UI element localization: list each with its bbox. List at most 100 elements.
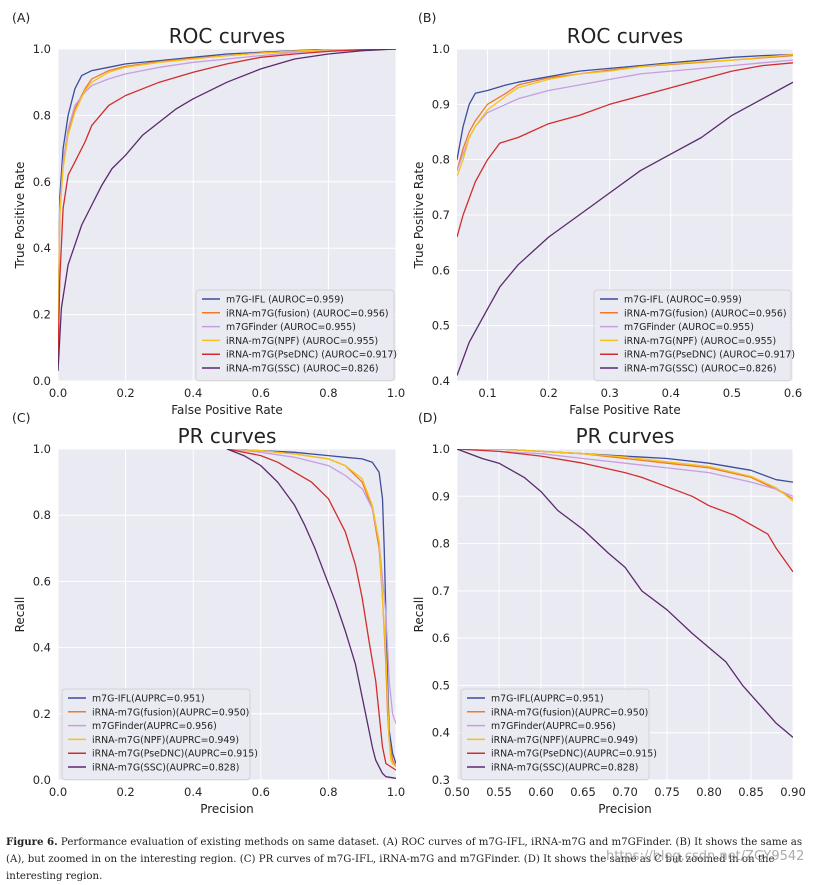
y-tick-label: 0.4 — [33, 641, 51, 655]
x-tick-label: 0.5 — [723, 386, 741, 400]
caption-text: Performance evaluation of existing metho… — [6, 837, 803, 882]
y-tick-label: 0.9 — [432, 489, 450, 503]
legend-entry: iRNA-m7G(SSC)(AUPRC=0.828) — [92, 763, 239, 774]
legend-entry: iRNA-m7G(NPF) (AUROC=0.955) — [624, 336, 776, 347]
panel-label: (A) — [12, 10, 30, 25]
legend-entry: iRNA-m7G(SSC)(AUPRC=0.828) — [491, 763, 638, 774]
x-tick-label: 0.4 — [662, 386, 680, 400]
legend-entry: iRNA-m7G(PseDNC)(AUPRC=0.915) — [491, 749, 657, 760]
y-tick-label: 0.9 — [432, 97, 450, 111]
legend-box — [61, 688, 251, 781]
x-axis-label: Precision — [200, 802, 254, 816]
y-tick-label: 0.8 — [33, 108, 51, 122]
y-tick-label: 0.5 — [432, 678, 450, 692]
x-tick-label: 0.85 — [738, 785, 764, 799]
legend-entry: m7G-IFL (AUROC=0.959) — [624, 295, 742, 306]
legend-entry: m7G-IFL(AUPRC=0.951) — [92, 694, 205, 705]
legend-entry: iRNA-m7G(NPF)(AUPRC=0.949) — [491, 735, 638, 746]
legend-entry: iRNA-m7G(fusion)(AUPRC=0.950) — [491, 707, 648, 718]
x-tick-label: 0.8 — [319, 785, 337, 799]
series-line-SSC — [226, 449, 396, 779]
legend-entry: m7GFinder (AUROC=0.955) — [624, 322, 754, 333]
series-line-SSC — [457, 81, 793, 376]
panel-label: (C) — [12, 410, 30, 425]
y-tick-label: 0.0 — [33, 773, 51, 787]
x-tick-label: 0.0 — [49, 785, 67, 799]
series-line-PseDNC — [457, 449, 793, 573]
y-tick-label: 0.6 — [432, 263, 450, 277]
legend: m7G-IFL(AUPRC=0.951) iRNA-m7G(fusion)(AUP… — [61, 688, 258, 781]
legend-entry: m7GFinder(AUPRC=0.956) — [92, 721, 217, 732]
chart-title: PR curves — [576, 424, 675, 448]
figure-caption: Figure 6. Performance evaluation of exis… — [6, 834, 818, 885]
series-line-m7GFinder — [457, 449, 793, 497]
legend-entry: iRNA-m7G(PseDNC) (AUROC=0.917) — [624, 350, 795, 361]
x-tick-label: 0.80 — [696, 785, 722, 799]
x-tick-label: 0.1 — [478, 386, 496, 400]
legend-box — [195, 289, 395, 382]
panel-label: (D) — [418, 410, 437, 425]
legend-entry: iRNA-m7G(SSC) (AUROC=0.826) — [226, 364, 379, 375]
panel-label: (B) — [418, 10, 436, 25]
legend-entry: iRNA-m7G(fusion) (AUROC=0.956) — [624, 308, 787, 319]
y-tick-label: 0.6 — [432, 631, 450, 645]
y-tick-label: 0.5 — [432, 319, 450, 333]
x-tick-label: 0.6 — [252, 785, 270, 799]
y-axis-label: Recall — [412, 597, 426, 633]
y-tick-label: 0.0 — [33, 374, 51, 388]
legend-entry: iRNA-m7G(NPF) (AUROC=0.955) — [226, 336, 378, 347]
y-tick-label: 1.0 — [432, 442, 450, 456]
x-tick-label: 1.0 — [387, 386, 405, 400]
legend: m7G-IFL(AUPRC=0.951) iRNA-m7G(fusion)(AUP… — [460, 688, 657, 781]
chart-B: 0.1 0.2 0.3 0.4 0.5 0.6 0.4 0.5 0.6 0.7 0.8 0.9 1.0 (… — [412, 10, 802, 417]
legend-entry: m7G-IFL (AUROC=0.959) — [226, 295, 344, 306]
x-tick-label: 0.4 — [184, 785, 202, 799]
series-line-PseDNC — [58, 49, 396, 365]
y-tick-label: 1.0 — [33, 442, 51, 456]
series-line-m7GFinder — [226, 449, 396, 724]
x-tick-label: 1.0 — [387, 785, 405, 799]
x-tick-label: 0.2 — [116, 386, 134, 400]
series-line-PseDNC — [226, 449, 396, 771]
y-tick-label: 1.0 — [432, 42, 450, 56]
chart-title: ROC curves — [567, 24, 683, 48]
y-tick-label: 0.7 — [432, 584, 450, 598]
y-tick-label: 0.3 — [432, 773, 450, 787]
chart-A: 0.0 0.2 0.4 0.6 0.8 1.0 0.0 0.2 0.4 0.6 0.8 1.0 (A) R… — [12, 10, 405, 417]
chart-C: 0.0 0.2 0.4 0.6 0.8 1.0 0.0 0.2 0.4 0.6 0.8 1.0 (C) P… — [12, 410, 405, 816]
x-tick-label: 0.90 — [780, 785, 806, 799]
y-tick-label: 0.8 — [432, 153, 450, 167]
series-line-SSC — [457, 449, 793, 738]
legend-box — [593, 289, 792, 382]
x-tick-label: 0.2 — [116, 785, 134, 799]
legend-entry: iRNA-m7G(NPF)(AUPRC=0.949) — [92, 735, 239, 746]
y-axis-label: True Positive Rate — [412, 162, 426, 270]
x-tick-label: 0.0 — [49, 386, 67, 400]
legend-entry: m7GFinder(AUPRC=0.956) — [491, 721, 616, 732]
y-tick-label: 0.7 — [432, 208, 450, 222]
x-tick-label: 0.3 — [601, 386, 619, 400]
x-tick-label: 0.6 — [784, 386, 802, 400]
x-axis-label: False Positive Rate — [171, 403, 283, 417]
legend-entry: iRNA-m7G(fusion) (AUROC=0.956) — [226, 308, 389, 319]
y-tick-label: 1.0 — [33, 42, 51, 56]
x-tick-label: 0.6 — [252, 386, 270, 400]
y-tick-label: 0.4 — [432, 374, 450, 388]
x-tick-label: 0.8 — [319, 386, 337, 400]
legend-entry: iRNA-m7G(SSC) (AUROC=0.826) — [624, 364, 777, 375]
y-tick-label: 0.8 — [33, 508, 51, 522]
series-line-NPF — [58, 49, 396, 365]
y-tick-label: 0.6 — [33, 175, 51, 189]
x-tick-label: 0.4 — [184, 386, 202, 400]
x-axis-label: False Positive Rate — [569, 403, 681, 417]
watermark-text: https://blog.csdn.net/ZGY9542 — [606, 849, 805, 864]
y-tick-label: 0.4 — [33, 241, 51, 255]
x-tick-label: 0.60 — [528, 785, 554, 799]
y-tick-label: 0.6 — [33, 574, 51, 588]
legend-entry: iRNA-m7G(PseDNC) (AUROC=0.917) — [226, 350, 397, 361]
legend-entry: m7G-IFL(AUPRC=0.951) — [491, 694, 604, 705]
x-tick-label: 0.70 — [612, 785, 638, 799]
series-group — [457, 449, 793, 738]
y-tick-label: 0.4 — [432, 726, 450, 740]
series-group — [58, 49, 396, 372]
